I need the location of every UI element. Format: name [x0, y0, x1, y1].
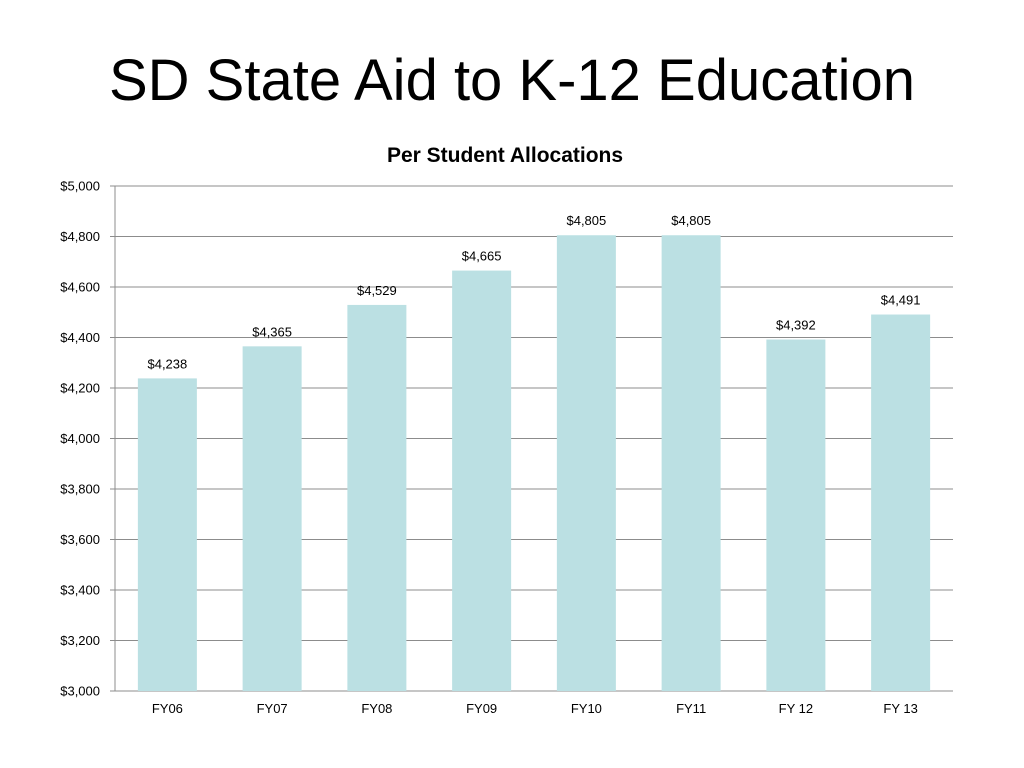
bar-fy12: [766, 339, 826, 691]
data-label: $4,365: [252, 324, 292, 339]
slide-title: SD State Aid to K-12 Education: [108, 48, 916, 113]
bar-fy11: [661, 235, 721, 692]
y-tick-label: $4,600: [60, 280, 100, 295]
y-tick-label: $3,800: [60, 482, 100, 497]
x-tick-label: FY 12: [779, 701, 813, 716]
y-tick-label: $3,000: [60, 684, 100, 699]
chart-title: Per Student Allocations: [387, 144, 623, 167]
y-tick-label: $3,600: [60, 532, 100, 547]
gridlines: [115, 185, 953, 692]
y-tick-label: $4,400: [60, 330, 100, 345]
y-tick-label: $5,000: [60, 179, 100, 194]
data-label: $4,392: [776, 318, 816, 333]
x-tick-label: FY08: [361, 701, 392, 716]
x-tick-label: FY 13: [883, 701, 917, 716]
bar-fy09: [452, 270, 512, 691]
data-label: $4,491: [881, 293, 921, 308]
bar-fy13: [871, 314, 931, 691]
bar-fy06: [137, 378, 197, 691]
data-label: $4,238: [147, 356, 187, 371]
data-label: $4,805: [566, 213, 606, 228]
bar-fy08: [347, 304, 407, 691]
bars: [137, 235, 931, 692]
bar-fy10: [556, 235, 616, 692]
data-label: $4,529: [357, 283, 397, 298]
y-tick-label: $4,000: [60, 431, 100, 446]
y-tick-label: $3,200: [60, 633, 100, 648]
y-tick-label: $4,800: [60, 229, 100, 244]
y-tick-label: $4,200: [60, 381, 100, 396]
x-tick-label: FY11: [676, 701, 706, 716]
x-tick-label: FY10: [571, 701, 602, 716]
x-tick-label: FY06: [152, 701, 183, 716]
data-label: $4,665: [462, 249, 502, 264]
y-tick-label: $3,400: [60, 583, 100, 598]
x-tick-label: FY07: [257, 701, 288, 716]
data-label: $4,805: [671, 213, 711, 228]
x-tick-label: FY09: [466, 701, 497, 716]
labels: $3,000 $3,200 $3,400 $3,600 $3,800 $4,000 $4,2…: [60, 179, 920, 717]
axes: [110, 185, 116, 692]
bar-fy07: [242, 346, 302, 691]
